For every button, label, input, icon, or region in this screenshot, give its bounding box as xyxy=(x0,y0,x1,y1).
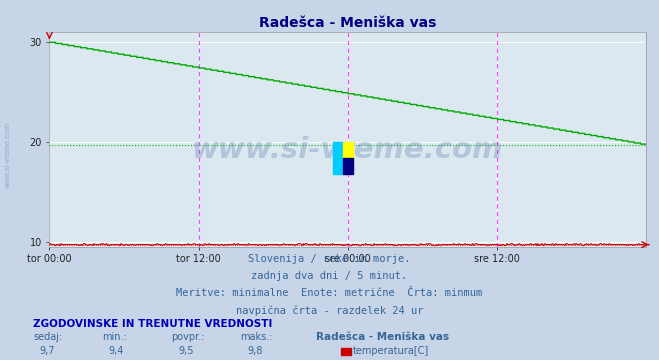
Text: sedaj:: sedaj: xyxy=(33,332,62,342)
Text: navpična črta - razdelek 24 ur: navpična črta - razdelek 24 ur xyxy=(236,306,423,316)
Bar xyxy=(343,158,353,174)
Text: Meritve: minimalne  Enote: metrične  Črta: minmum: Meritve: minimalne Enote: metrične Črta:… xyxy=(177,288,482,298)
Text: min.:: min.: xyxy=(102,332,127,342)
Text: 9,4: 9,4 xyxy=(109,346,124,356)
Bar xyxy=(333,142,343,174)
Text: 9,5: 9,5 xyxy=(178,346,194,356)
Text: www.si-vreme.com: www.si-vreme.com xyxy=(5,122,11,188)
Text: zadnja dva dni / 5 minut.: zadnja dva dni / 5 minut. xyxy=(251,271,408,281)
Text: povpr.:: povpr.: xyxy=(171,332,205,342)
Text: ZGODOVINSKE IN TRENUTNE VREDNOSTI: ZGODOVINSKE IN TRENUTNE VREDNOSTI xyxy=(33,319,272,329)
Text: Radešca - Meniška vas: Radešca - Meniška vas xyxy=(316,332,449,342)
Text: maks.:: maks.: xyxy=(241,332,273,342)
Text: 9,7: 9,7 xyxy=(40,346,55,356)
Bar xyxy=(343,142,353,158)
Text: 9,8: 9,8 xyxy=(247,346,262,356)
Text: www.si-vreme.com: www.si-vreme.com xyxy=(192,136,503,164)
Text: Slovenija / reke in morje.: Slovenija / reke in morje. xyxy=(248,254,411,264)
Text: temperatura[C]: temperatura[C] xyxy=(353,346,429,356)
Title: Radešca - Meniška vas: Radešca - Meniška vas xyxy=(259,16,436,30)
